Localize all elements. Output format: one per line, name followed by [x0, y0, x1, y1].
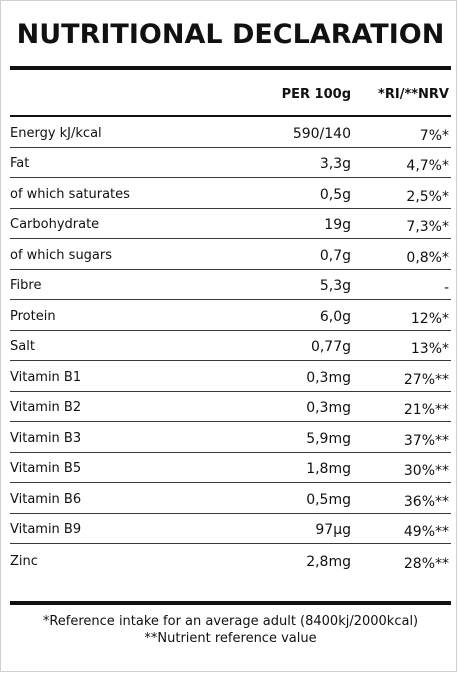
ri-nrv-value: 7%* — [419, 127, 449, 144]
nutrient-name: Carbohydrate — [10, 217, 100, 232]
nutrient-name: Vitamin B6 — [10, 491, 82, 507]
per-100g-value: 0,3mg — [306, 369, 351, 386]
top-divider — [10, 66, 451, 70]
table-row: Fibre 5,3g - — [10, 270, 451, 300]
nutrient-table: Energy kJ/kcal 590/140 7%* Fat 3,3g 4,7%* of w… — [10, 117, 451, 575]
ri-nrv-value: 21%** — [403, 402, 449, 418]
table-row: Vitamin B6 0,5mg 36%** — [10, 483, 451, 514]
per-100g-value: 0,5g — [319, 186, 351, 203]
per-100g-value: 5,3g — [319, 278, 351, 294]
ri-nrv-value: 12%* — [410, 310, 449, 327]
ri-nrv-value: 0,8%* — [406, 249, 449, 266]
table-row: Zinc 2,8mg 28%** — [10, 544, 451, 575]
per-100g-value: 97µg — [315, 522, 351, 538]
footnotes: *Reference intake for an average adult (… — [1, 613, 459, 647]
nutrient-name: Protein — [10, 308, 56, 324]
table-row: Carbohydrate 19g 7,3%* — [10, 209, 451, 239]
nutrient-name: of which sugars — [10, 247, 113, 263]
nutrient-name: Zinc — [10, 553, 38, 569]
table-row: of which sugars 0,7g 0,8%* — [10, 239, 451, 270]
table-row: Vitamin B9 97µg 49%** — [10, 514, 451, 544]
column-header-per-100g: PER 100g — [281, 87, 351, 102]
ri-nrv-value: 7,3%* — [406, 219, 449, 235]
ri-nrv-value: 37%** — [403, 432, 449, 449]
per-100g-value: 2,8mg — [306, 553, 351, 570]
nutrient-name: Fat — [10, 156, 30, 171]
per-100g-value: 0,7g — [319, 247, 351, 264]
per-100g-value: 5,9mg — [306, 430, 351, 447]
nutrient-name: Vitamin B2 — [10, 400, 82, 415]
nutrient-name: Fibre — [10, 278, 42, 293]
table-row: Energy kJ/kcal 590/140 7%* — [10, 117, 451, 148]
bottom-divider — [10, 601, 451, 605]
per-100g-value: 0,5mg — [306, 491, 351, 508]
table-row: Vitamin B5 1,8mg 30%** — [10, 453, 451, 483]
per-100g-value: 590/140 — [292, 125, 351, 142]
table-header: PER 100g *RI/**NRV — [10, 81, 451, 111]
ri-nrv-value: 49%** — [403, 524, 449, 540]
header-divider — [10, 115, 451, 117]
ri-nrv-value: 27%** — [403, 371, 449, 388]
table-row: Vitamin B1 0,3mg 27%** — [10, 361, 451, 392]
ri-nrv-value: 4,7%* — [406, 158, 449, 174]
nutrient-name: Vitamin B5 — [10, 461, 82, 476]
nutrient-name: of which saturates — [10, 186, 130, 202]
per-100g-value: 6,0g — [319, 308, 351, 325]
ri-nrv-value: 36%** — [403, 493, 449, 510]
per-100g-value: 1,8mg — [306, 461, 351, 477]
table-row: Fat 3,3g 4,7%* — [10, 148, 451, 178]
nutrient-name: Vitamin B1 — [10, 369, 82, 385]
per-100g-value: 0,77g — [310, 339, 351, 355]
per-100g-value: 3,3g — [319, 156, 351, 172]
footnote-ri: *Reference intake for an average adult (… — [42, 614, 419, 629]
column-header-ri-nrv: *RI/**NRV — [378, 87, 449, 102]
ri-nrv-value: 13%* — [410, 341, 449, 357]
table-row: Salt 0,77g 13%* — [10, 331, 451, 361]
ri-nrv-value: 30%** — [403, 463, 449, 479]
nutrient-name: Salt — [10, 339, 35, 354]
per-100g-value: 19g — [324, 217, 351, 233]
ri-nrv-value: 2,5%* — [406, 188, 449, 205]
table-row: Vitamin B2 0,3mg 21%** — [10, 392, 451, 422]
nutrient-name: Vitamin B9 — [10, 522, 82, 537]
table-row: Vitamin B3 5,9mg 37%** — [10, 422, 451, 453]
label-title: NUTRITIONAL DECLARATION — [16, 19, 445, 50]
ri-nrv-value: 28%** — [403, 555, 449, 572]
table-row: of which saturates 0,5g 2,5%* — [10, 178, 451, 209]
table-row: Protein 6,0g 12%* — [10, 300, 451, 331]
per-100g-value: 0,3mg — [306, 400, 351, 416]
nutrient-name: Energy kJ/kcal — [10, 125, 102, 141]
footnote-nrv: **Nutrient reference value — [144, 631, 317, 646]
ri-nrv-value: - — [443, 280, 449, 296]
nutrient-name: Vitamin B3 — [10, 430, 82, 446]
